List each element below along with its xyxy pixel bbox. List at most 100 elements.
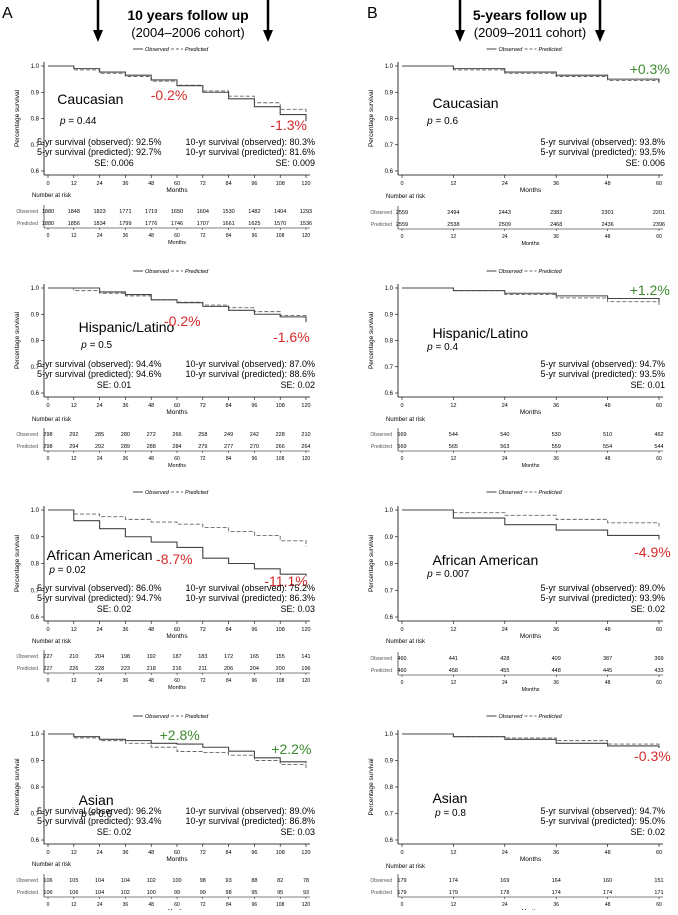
p-value-label: p = 0.4 bbox=[426, 342, 458, 353]
risk-x-tick-label: 60 bbox=[174, 233, 180, 239]
stat-5yr-se: SE: 0.006 bbox=[625, 158, 665, 168]
risk-x-tick-label: 60 bbox=[174, 678, 180, 684]
risk-predicted-value: 2396 bbox=[653, 222, 665, 228]
risk-x-tick-label: 108 bbox=[276, 678, 285, 684]
risk-predicted-value: 458 bbox=[449, 668, 458, 674]
risk-observed-value: 2443 bbox=[499, 210, 511, 216]
risk-predicted-value: 1746 bbox=[171, 221, 183, 227]
risk-observed-value: 460 bbox=[397, 656, 406, 662]
y-tick-label: 0.7 bbox=[385, 365, 394, 371]
panel-header-b: B 5-years follow up (2009–2011 cohort) bbox=[367, 0, 605, 42]
legend-observed-label: Observed bbox=[499, 714, 524, 720]
difference-label-end: -1.3% bbox=[270, 117, 307, 133]
x-tick-label: 24 bbox=[502, 627, 508, 633]
legend-observed-label: Observed bbox=[145, 490, 170, 496]
x-axis-label: Months bbox=[166, 856, 188, 863]
difference-label-mid: -0.2% bbox=[151, 87, 188, 103]
y-axis-label: Percentage survival bbox=[14, 534, 21, 592]
risk-observed-value: 441 bbox=[449, 656, 458, 662]
risk-predicted-value: 565 bbox=[449, 444, 458, 450]
risk-x-tick-label: 72 bbox=[200, 233, 206, 239]
risk-observed-value: 1530 bbox=[222, 209, 234, 215]
risk-observed-value: 160 bbox=[603, 878, 612, 884]
risk-table: Number at risk Observed Predicted 2559 2494 2… bbox=[370, 194, 665, 247]
risk-x-tick-label: 24 bbox=[97, 456, 103, 462]
risk-x-tick-label: 48 bbox=[148, 233, 154, 239]
risk-table: Number at risk Observed Predicted 298 292 285… bbox=[16, 417, 310, 469]
risk-predicted-value: 460 bbox=[397, 668, 406, 674]
risk-x-tick-label: 24 bbox=[97, 902, 103, 908]
risk-row-label-predicted: Predicted bbox=[371, 890, 392, 896]
risk-x-tick-label: 48 bbox=[605, 456, 611, 462]
stat-10yr-se: SE: 0.03 bbox=[280, 604, 315, 614]
x-tick-label: 12 bbox=[71, 850, 77, 856]
y-tick-label: 1.0 bbox=[385, 64, 394, 70]
risk-row-label-observed: Observed bbox=[370, 656, 392, 662]
p-value-label: p = 0.8 bbox=[434, 808, 466, 819]
risk-predicted-value: 2538 bbox=[447, 222, 459, 228]
risk-predicted-value: 206 bbox=[224, 666, 233, 672]
group-label: Caucasian bbox=[57, 91, 123, 107]
group-label: Caucasian bbox=[432, 95, 498, 111]
x-tick-label: 60 bbox=[656, 181, 662, 187]
risk-observed-value: 2382 bbox=[550, 210, 562, 216]
risk-x-tick-label: 48 bbox=[605, 902, 611, 908]
risk-x-tick-label: 60 bbox=[656, 902, 662, 908]
risk-table-title: Number at risk bbox=[32, 862, 72, 868]
y-axis-label: Percentage survival bbox=[14, 311, 21, 369]
risk-x-tick-label: 0 bbox=[47, 233, 50, 239]
stat-5yr-observed: 5-yr survival (observed): 94.7% bbox=[540, 359, 665, 369]
risk-x-tick-label: 36 bbox=[553, 234, 559, 240]
difference-label-end: +0.3% bbox=[630, 61, 670, 77]
risk-observed-value: 100 bbox=[172, 878, 181, 884]
risk-row-label-predicted: Predicted bbox=[371, 222, 392, 228]
y-tick-label: 0.9 bbox=[31, 312, 40, 318]
risk-observed-value: 1771 bbox=[119, 209, 131, 215]
risk-predicted-value: 448 bbox=[552, 668, 561, 674]
risk-x-tick-label: 120 bbox=[302, 456, 311, 462]
x-tick-label: 36 bbox=[553, 850, 559, 856]
stat-5yr-se: SE: 0.01 bbox=[97, 380, 132, 390]
legend-observed-label: Observed bbox=[499, 269, 524, 275]
x-tick-label: 60 bbox=[174, 181, 180, 187]
y-tick-label: 0.8 bbox=[31, 117, 40, 123]
risk-x-tick-label: 108 bbox=[276, 233, 285, 239]
risk-predicted-value: 178 bbox=[500, 890, 509, 896]
risk-observed-value: 1848 bbox=[68, 209, 80, 215]
y-axis-label: Percentage survival bbox=[14, 89, 21, 147]
risk-table-title: Number at risk bbox=[386, 194, 426, 200]
risk-observed-value: 204 bbox=[95, 654, 104, 660]
risk-x-tick-label: 36 bbox=[553, 680, 559, 686]
risk-predicted-value: 226 bbox=[69, 666, 78, 672]
x-axis-label: Months bbox=[520, 633, 542, 640]
x-tick-label: 120 bbox=[301, 181, 310, 187]
risk-row-label-observed: Observed bbox=[370, 210, 392, 216]
risk-x-tick-label: 60 bbox=[656, 456, 662, 462]
legend-observed-label: Observed bbox=[145, 714, 170, 720]
risk-predicted-value: 445 bbox=[603, 668, 612, 674]
difference-label-end: -11.1% bbox=[264, 573, 307, 589]
risk-predicted-value: 211 bbox=[198, 666, 207, 672]
risk-observed-value: 210 bbox=[301, 432, 310, 438]
risk-observed-value: 1719 bbox=[145, 209, 157, 215]
observed-curve bbox=[48, 733, 307, 764]
risk-x-tick-label: 48 bbox=[605, 234, 611, 240]
risk-x-tick-label: 36 bbox=[123, 678, 129, 684]
risk-observed-value: 569 bbox=[397, 432, 406, 438]
risk-predicted-value: 277 bbox=[224, 444, 233, 450]
x-tick-label: 72 bbox=[200, 850, 206, 856]
y-axis-label: Percentage survival bbox=[368, 311, 375, 369]
risk-observed-value: 292 bbox=[69, 432, 78, 438]
y-axis-label: Percentage survival bbox=[14, 758, 21, 816]
legend-observed-label: Observed bbox=[499, 490, 524, 496]
risk-row-label-predicted: Predicted bbox=[371, 444, 392, 450]
risk-x-tick-label: 24 bbox=[97, 233, 103, 239]
stat-5yr-se: SE: 0.02 bbox=[97, 604, 132, 614]
y-tick-label: 0.6 bbox=[31, 391, 40, 397]
x-tick-label: 12 bbox=[71, 181, 77, 187]
risk-observed-value: 2201 bbox=[653, 210, 665, 216]
stat-5yr-se: SE: 0.02 bbox=[630, 827, 665, 837]
observed-curve bbox=[48, 509, 307, 577]
risk-predicted-value: 200 bbox=[276, 666, 285, 672]
risk-table-title: Number at risk bbox=[386, 864, 426, 870]
